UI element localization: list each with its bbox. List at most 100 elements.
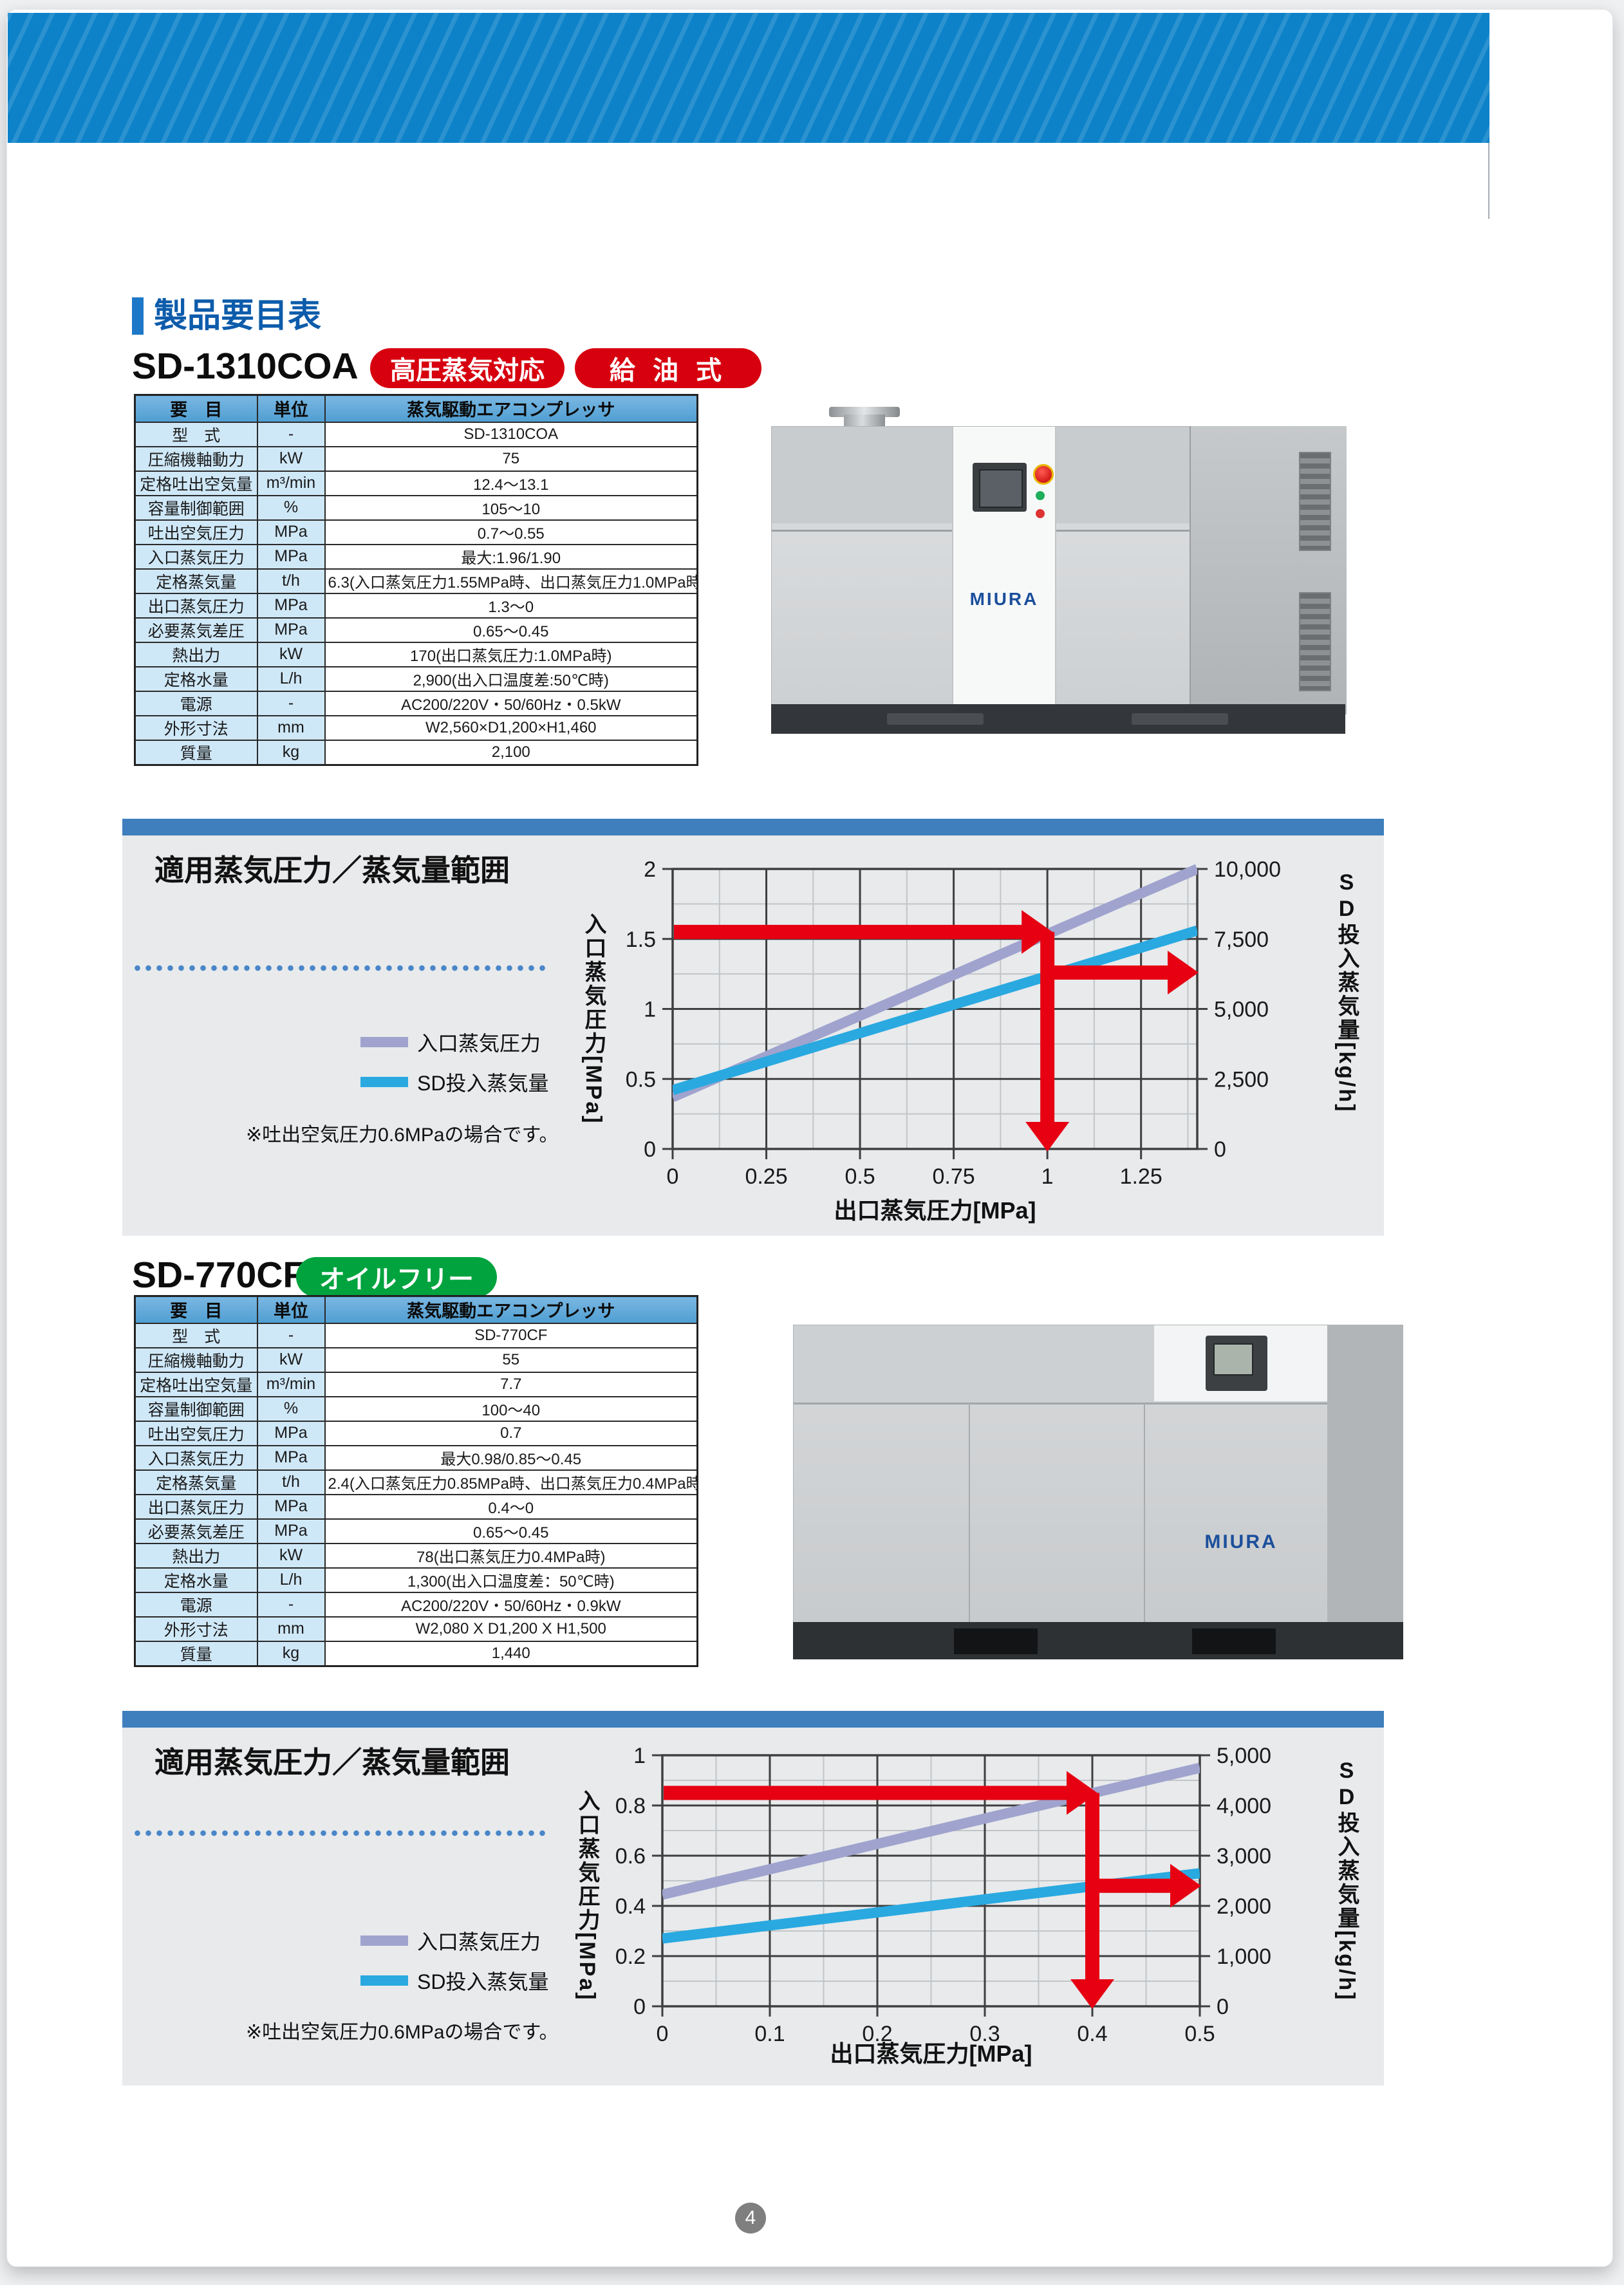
spec-cell: SD-1310COA [324,421,698,447]
chart-svg: 0 0.25 0.5 0.75 1 1.25 0 0.5 1 1.5 2 0 2,500 5,000 7,5… [626,857,1281,1224]
dotted-divider [132,1829,547,1837]
legend-swatch [360,1935,408,1946]
svg-text:出口蒸気圧力[MPa]: 出口蒸気圧力[MPa] [834,1197,1036,1224]
spec-header-cell: 蒸気駆動エアコンプレッサ [324,1295,698,1324]
spec-cell: 圧縮機軸動力 [134,445,258,472]
spec-cell: mm [256,714,326,741]
table-row: 吐出空気圧力 MPa 0.7〜0.55 [134,519,698,545]
spec-cell: 6.3(入口蒸気圧力1.55MPa時、出口蒸気圧力1.0MPa時) [324,568,698,594]
table-row: 定格吐出空気量 m³/min 12.4〜13.1 [134,470,698,496]
spec-cell: AC200/220V・50/60Hz・0.9kW [324,1591,698,1618]
table-row: 定格蒸気量 t/h 6.3(入口蒸気圧力1.55MPa時、出口蒸気圧力1.0MPa時… [134,568,698,594]
dotted-divider [132,964,547,972]
spec-cell: MPa [256,617,326,643]
svg-text:0.3: 0.3 [969,2022,1000,2046]
page-title-block: 製品要目表 [132,297,321,335]
spec-cell: 圧縮機軸動力 [134,1347,258,1373]
spec-cell: 定格蒸気量 [134,568,258,594]
legend-label: SD投入蒸気量 [417,1970,549,1993]
spec-cell: 外形寸法 [134,714,258,741]
spec-cell: % [256,494,326,521]
spec-cell: 定格吐出空気量 [134,470,258,496]
table-header-row: 要 目単位 蒸気駆動エアコンプレッサ [134,394,698,423]
steam-pressure-chart-2: 0 0.1 0.2 0.3 0.4 0.5 0 0.2 0.4 0.6 0.8 1 0 1,000 2,00… [604,1744,1296,2087]
page-number: 4 [735,2203,766,2234]
spec-cell: - [256,421,326,447]
emergency-stop-button [1033,464,1054,485]
svg-text:0.5: 0.5 [626,1067,656,1092]
spec-cell: kg [256,1640,326,1666]
spec-cell: 型 式 [134,421,258,447]
table-row: 定格水量 L/h 1,300(出入口温度差：50℃時) [134,1567,698,1593]
badge-oil-lubricated: 給 油 式 [575,348,761,388]
spec-cell: kW [256,1542,326,1569]
svg-text:0.5: 0.5 [845,1164,875,1189]
y-axis-label-left-1: 入口蒸気圧力[MPa] [581,913,606,1125]
spec-header-cell: 蒸気駆動エアコンプレッサ [324,394,698,423]
spec-cell: 7.7 [324,1371,698,1397]
table-row: 型 式 - SD-1310COA [134,421,698,447]
model-name-sd770cf: SD-770CF [132,1254,306,1296]
spec-cell: 100〜40 [324,1395,698,1422]
compressor-side-panel [1190,426,1347,714]
spec-cell: MPa [256,592,326,619]
spec-table-sd1310coa: 要 目単位 蒸気駆動エアコンプレッサ型 式 - SD-1310COA 圧縮機軸動力 kW 7… [134,394,698,766]
spec-cell: 78(出口蒸気圧力0.4MPa時) [324,1542,698,1569]
control-screen [1206,1336,1267,1391]
title-accent-bar [132,297,144,335]
spec-cell: MPa [256,1493,326,1520]
spec-cell: 質量 [134,739,258,765]
spec-cell: 質量 [134,1640,258,1666]
steam-pressure-chart-1: 0 0.25 0.5 0.75 1 1.25 0 0.5 1 1.5 2 0 2,500 5,000 7,5… [615,857,1294,1239]
base-slot [887,713,984,725]
spec-cell: 電源 [134,690,258,716]
brand-logo: MIURA [969,589,1039,609]
table-row: 容量制御範囲% 100〜40 [134,1395,698,1422]
table-row: 容量制御範囲% 105〜10 [134,494,698,521]
table-row: 必要蒸気差圧 MPa 0.65〜0.45 [134,1518,698,1544]
control-screen-display [979,469,1023,508]
svg-text:0.4: 0.4 [615,1894,646,1919]
badge-high-pressure-steam: 高圧蒸気対応 [370,348,565,388]
table-row: 質量 kg 2,100 [134,739,698,765]
table-row: 型 式 - SD-770CF [134,1322,698,1348]
y-axis-label-left-2: 入口蒸気圧力[MPa] [575,1789,599,2002]
control-panel-area [1154,1325,1328,1401]
chart-svg: 0 0.1 0.2 0.3 0.4 0.500.20.40.60.8101,0002,00… [615,1744,1271,2067]
legend-item: SD投入蒸気量 [360,1067,548,1097]
spec-cell: - [256,1322,326,1348]
svg-text:0: 0 [644,1137,656,1162]
y-axis-label-right-2: SD投入蒸気量[kg/h] [1331,1758,1363,2002]
svg-text:7,500: 7,500 [1214,928,1269,952]
svg-text:0.2: 0.2 [615,1945,646,1969]
spec-cell: MPa [256,1518,326,1544]
chart-legend-2: 入口蒸気圧力 SD投入蒸気量 [360,1926,548,2006]
control-screen [973,463,1027,512]
svg-text:1,000: 1,000 [1217,1945,1271,1969]
red-indicator [1036,509,1045,518]
svg-text:5,000: 5,000 [1217,1746,1271,1768]
spec-cell: 吐出空気圧力 [134,519,258,545]
svg-text:0: 0 [1217,1995,1229,2019]
spec-cell: 容量制御範囲 [134,494,258,521]
spec-header-cell: 要 目 [134,394,258,423]
control-screen-display [1213,1343,1253,1376]
svg-text:1: 1 [644,998,656,1022]
spec-cell: 定格水量 [134,666,258,692]
spec-cell: % [256,1395,326,1422]
axis-label-unit: [kg/h] [1334,1930,1359,2002]
svg-text:0.25: 0.25 [745,1164,787,1189]
spec-cell: 入口蒸気圧力 [134,543,258,570]
spec-cell: MPa [256,543,326,570]
spec-cell: mm [256,1616,326,1642]
panel-seam [969,1403,970,1623]
product-photo-sd770cf: MIURA [793,1301,1403,1680]
legend-item: 入口蒸気圧力 [360,1027,548,1057]
spec-cell: 75 [324,445,698,472]
compressor-upper-panel [794,1325,1328,1404]
spec-cell: L/h [256,666,326,692]
section-band [122,819,1384,835]
spec-cell: 12.4〜13.1 [324,470,698,496]
table-row: 必要蒸気差圧 MPa 0.65〜0.45 [134,617,698,643]
table-row: 熱出力 kW 170(出口蒸気圧力:1.0MPa時) [134,641,698,667]
